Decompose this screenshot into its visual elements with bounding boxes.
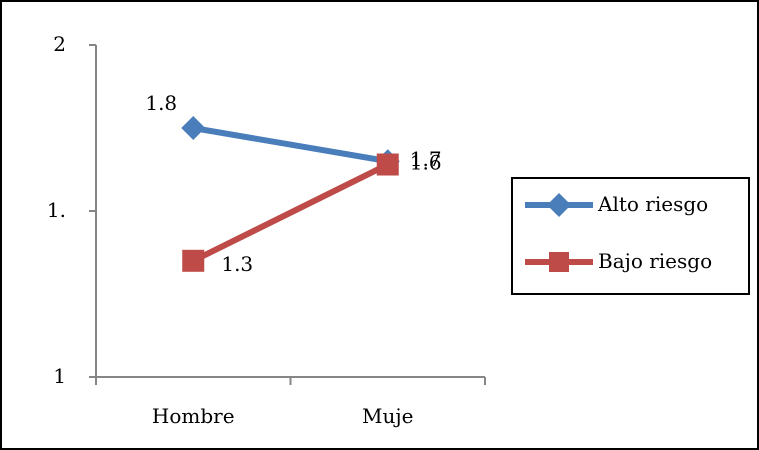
legend-entry: Bajo riesgo	[525, 249, 712, 273]
series-layer	[181, 116, 400, 272]
y-tick-label: 1.	[47, 198, 66, 222]
y-tick-label: 2	[53, 32, 66, 56]
y-tick-label: 1	[53, 364, 66, 388]
data-label: 1.8	[145, 91, 177, 115]
data-labels: 1.8 1.7 1.3 1.6	[145, 91, 441, 276]
data-label: 1.3	[221, 252, 253, 276]
axes: 2 1. 1 Hombre Muje	[47, 32, 486, 428]
legend-box	[511, 177, 750, 295]
data-label: 1.6	[410, 151, 442, 175]
data-label: 1.7	[410, 147, 442, 171]
square-marker	[376, 153, 399, 176]
square-marker	[182, 249, 205, 272]
legend-entry: Alto riesgo	[525, 192, 708, 217]
series-line	[190, 161, 391, 264]
series-line	[190, 125, 391, 165]
x-tick-label: Muje	[362, 404, 413, 428]
legend-label: Bajo riesgo	[598, 249, 712, 273]
diamond-marker	[547, 193, 571, 217]
diamond-marker	[181, 116, 206, 140]
legend-label: Alto riesgo	[597, 192, 708, 216]
legend: Alto riesgo Bajo riesgo	[511, 177, 750, 295]
series-1	[182, 153, 399, 272]
square-marker	[549, 252, 569, 272]
x-tick-label: Hombre	[152, 404, 235, 428]
